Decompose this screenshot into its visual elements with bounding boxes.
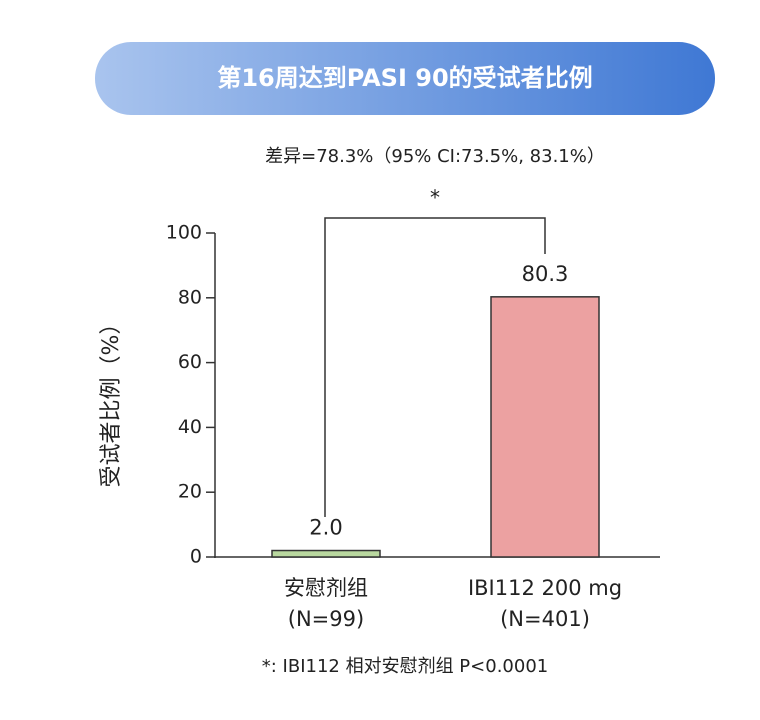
value-label: 80.3 (522, 262, 569, 286)
bar (490, 296, 600, 558)
chart-title: 第16周达到PASI 90的受试者比例 (217, 64, 592, 92)
x-tick-label: IBI112 200 mg (468, 576, 622, 600)
y-tick-label: 0 (190, 546, 202, 568)
y-tick-label: 20 (178, 481, 202, 503)
title-pill (95, 42, 715, 115)
annotation: 差异=78.3%（95% CI:73.5%, 83.1%） (265, 146, 605, 167)
significance-bracket (324, 217, 546, 517)
y-tick-label: 80 (178, 286, 202, 308)
footnote: *: IBI112 相对安慰剂组 P<0.0001 (262, 656, 548, 677)
significance-marker: * (430, 186, 440, 210)
bar (271, 549, 381, 558)
y-axis-label: 受试者比例（%） (99, 313, 124, 488)
x-tick-note: (N=401) (500, 607, 590, 631)
y-tick-label: 40 (178, 416, 202, 438)
x-tick-label: 安慰剂组 (284, 576, 368, 600)
x-tick-note: (N=99) (288, 607, 364, 631)
y-tick-label: 100 (166, 222, 202, 244)
y-tick-label: 60 (178, 351, 202, 373)
value-label: 2.0 (309, 516, 342, 540)
